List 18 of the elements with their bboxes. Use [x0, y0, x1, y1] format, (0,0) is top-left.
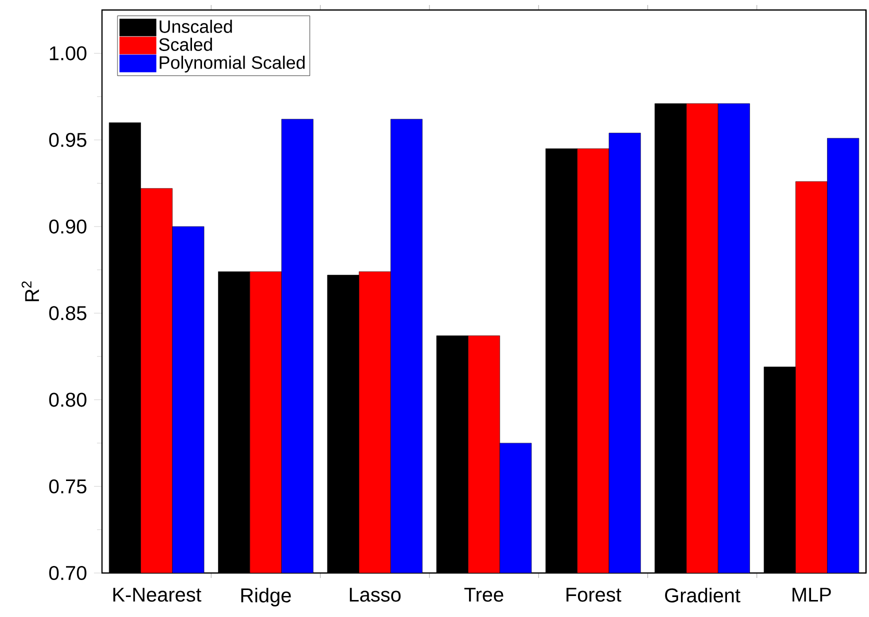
x-tick-label: K-Nearest	[113, 588, 202, 602]
x-tick-label: Lasso	[350, 588, 401, 602]
x-tick-label: MLP	[792, 588, 831, 602]
y-tick-label: 0.90	[49, 219, 86, 234]
legend-label: Scaled	[159, 38, 212, 51]
x-tick-label: Gradient	[665, 588, 740, 602]
y-axis-title: R$^{2}$	[22, 281, 39, 302]
y-tick-label: 1.00	[50, 46, 86, 60]
x-tick-label: Tree	[464, 588, 504, 602]
y-tick-label: 0.80	[49, 392, 86, 407]
x-tick-label: Forest	[566, 588, 622, 602]
y-tick-label: 0.85	[49, 306, 86, 320]
y-tick-label: 0.75	[49, 479, 86, 494]
legend-label: Unscaled	[160, 20, 232, 33]
x-tick-label: Ridge	[241, 588, 291, 606]
legend-label: Polynomial Scaled	[160, 56, 305, 72]
y-tick-label: 0.70	[49, 566, 86, 580]
y-tick-label: 0.95	[49, 132, 86, 147]
